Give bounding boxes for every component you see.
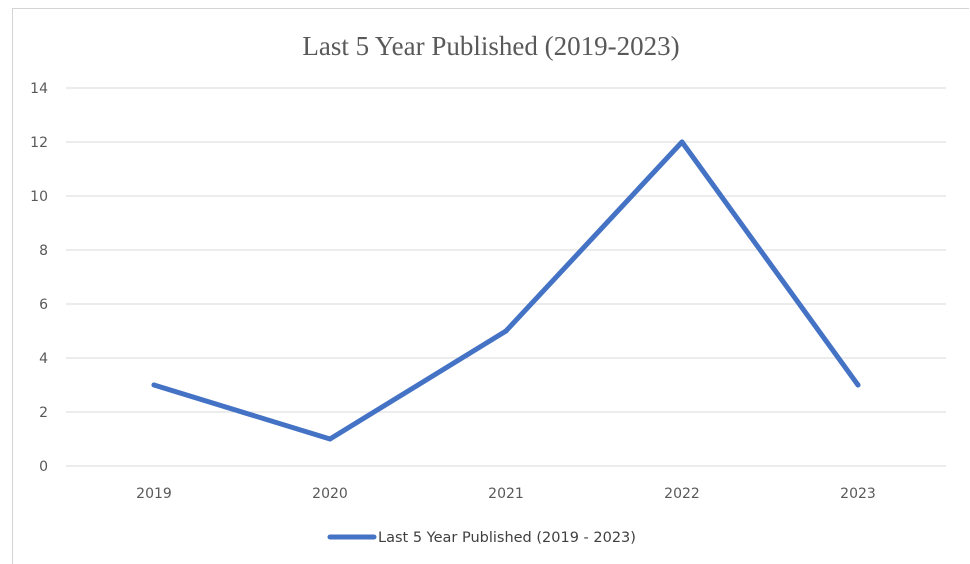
y-tick-label: 14	[30, 81, 48, 97]
series-line	[151, 139, 861, 442]
data-point	[503, 328, 509, 334]
x-tick-label: 2023	[840, 486, 876, 502]
x-tick-label: 2020	[312, 486, 348, 502]
y-tick-label: 6	[39, 297, 48, 313]
y-axis-tick-labels: 0 2 4 6 8 10 12 14	[30, 81, 48, 475]
chart-frame	[12, 8, 969, 564]
chart-title: Last 5 Year Published (2019-2023)	[302, 31, 679, 61]
legend-label: Last 5 Year Published (2019 - 2023)	[378, 530, 636, 546]
y-tick-label: 2	[39, 405, 48, 421]
y-tick-label: 0	[39, 459, 48, 475]
gridlines	[66, 87, 946, 467]
y-tick-label: 4	[39, 351, 48, 367]
y-tick-label: 10	[30, 189, 48, 205]
y-tick-label: 12	[30, 135, 48, 151]
y-tick-label: 8	[39, 243, 48, 259]
data-point	[151, 382, 157, 388]
x-tick-label: 2021	[488, 486, 524, 502]
x-tick-label: 2019	[136, 486, 172, 502]
data-point	[327, 436, 333, 442]
data-point	[855, 382, 861, 388]
x-axis-tick-labels: 2019 2020 2021 2022 2023	[136, 486, 876, 502]
legend: Last 5 Year Published (2019 - 2023)	[327, 530, 636, 546]
data-point	[679, 139, 685, 145]
x-tick-label: 2022	[664, 486, 700, 502]
series-lines	[151, 139, 861, 442]
